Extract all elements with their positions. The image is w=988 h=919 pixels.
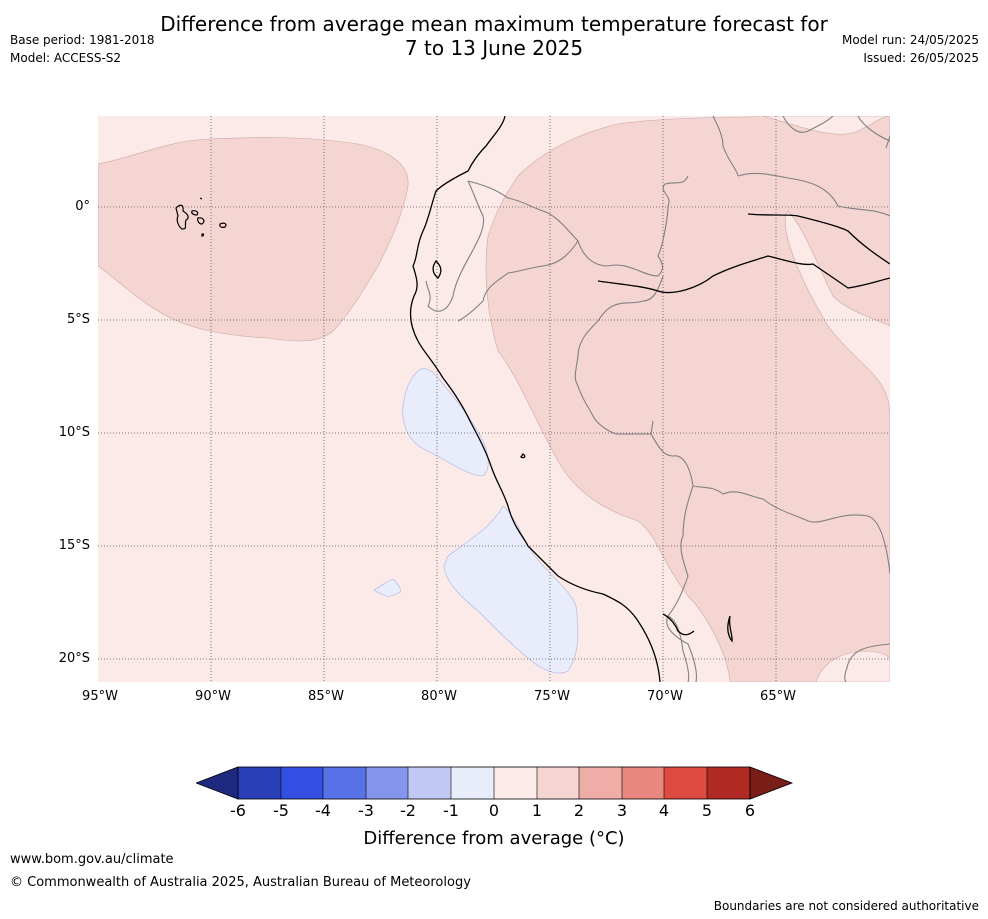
base-period-text: Base period: 1981-2018 [10, 31, 155, 49]
colorbar-tick: -5 [261, 801, 301, 820]
issued-text: Issued: 26/05/2025 [842, 49, 979, 67]
colorbar-high-extension [750, 767, 792, 799]
colorbar-segment-8 [537, 767, 579, 799]
colorbar-low-extension [196, 767, 238, 799]
colorbar-segment-2 [281, 767, 323, 799]
colorbar-tick: -1 [431, 801, 471, 820]
lat-label-10s: 10°S [0, 425, 90, 440]
colorbar-segment-9 [579, 767, 622, 799]
colorbar-tick: 6 [730, 801, 770, 820]
colorbar-tick: -3 [346, 801, 386, 820]
colorbar-segment-10 [622, 767, 664, 799]
lon-label-95w: 95°W [70, 689, 130, 704]
lat-label-0: 0° [0, 199, 90, 214]
colorbar-segment-11 [664, 767, 707, 799]
lon-label-90w: 90°W [183, 689, 243, 704]
meta-right: Model run: 24/05/2025 Issued: 26/05/2025 [842, 31, 979, 67]
footer-url: www.bom.gov.au/climate [10, 852, 174, 867]
lat-label-5s: 5°S [0, 312, 90, 327]
model-text: Model: ACCESS-S2 [10, 49, 155, 67]
colorbar-segment-7 [494, 767, 537, 799]
footer-copyright: © Commonwealth of Australia 2025, Austra… [10, 875, 471, 890]
colorbar-tick: 3 [602, 801, 642, 820]
colorbar-tick: 0 [474, 801, 514, 820]
colorbar-tick: -4 [303, 801, 343, 820]
colorbar-tick: 5 [687, 801, 727, 820]
anomaly-map [98, 116, 890, 682]
colorbar-svg [196, 766, 794, 800]
lon-label-80w: 80°W [409, 689, 469, 704]
colorbar-tick: 1 [517, 801, 557, 820]
colorbar-segment-6 [451, 767, 494, 799]
colorbar-tick: 2 [559, 801, 599, 820]
footer-boundaries-note: Boundaries are not considered authoritat… [714, 899, 979, 913]
colorbar-segment-5 [408, 767, 451, 799]
lat-label-15s: 15°S [0, 538, 90, 553]
colorbar-tick: -2 [388, 801, 428, 820]
colorbar-segment-1 [238, 767, 281, 799]
colorbar-tick: 4 [644, 801, 684, 820]
model-run-text: Model run: 24/05/2025 [842, 31, 979, 49]
colorbar-segment-12 [707, 767, 750, 799]
lon-label-70w: 70°W [635, 689, 695, 704]
colorbar-label: Difference from average (°C) [0, 828, 988, 849]
map-svg [98, 116, 890, 682]
colorbar-segment-3 [323, 767, 366, 799]
lon-label-85w: 85°W [296, 689, 356, 704]
lat-label-20s: 20°S [0, 651, 90, 666]
lon-label-75w: 75°W [522, 689, 582, 704]
colorbar [196, 766, 794, 800]
lon-label-65w: 65°W [748, 689, 808, 704]
colorbar-tick: -6 [218, 801, 258, 820]
meta-left: Base period: 1981-2018 Model: ACCESS-S2 [10, 31, 155, 67]
colorbar-segment-4 [366, 767, 408, 799]
